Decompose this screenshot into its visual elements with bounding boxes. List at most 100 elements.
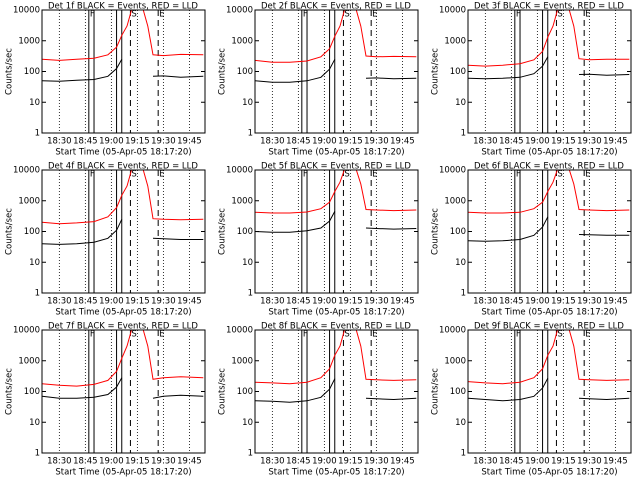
x-tick-label: 19:45 [177,297,202,307]
panel: Det 2f BLACK = Events, RED = LLD Start Ti… [218,2,419,158]
marker-label: E [159,330,164,340]
series-line [255,170,417,214]
marker-label: S [344,330,349,340]
series-line [468,10,630,67]
y-axis-label: Counts/sec [5,368,15,415]
x-tick-label: 19:30 [577,137,602,147]
panel: Det 3f BLACK = Events, RED = LLD Start Ti… [431,2,632,158]
x-tick-label: 19:00 [525,297,550,307]
x-axis-label: Start Time (05-Apr-05 18:17:20) [481,148,617,158]
marker-label: S [344,170,349,180]
series-line [255,330,417,385]
x-tick-label: 18:45 [499,137,524,147]
x-tick-label: 19:00 [525,457,550,467]
y-tick-label: 100 [24,227,40,237]
y-tick-label: 1000 [18,196,40,206]
y-tick-label: 1 [35,129,40,139]
y-tick-label: 1 [461,129,466,139]
series-line [255,378,417,403]
y-tick-label: 10000 [439,6,466,16]
marker-label: S [131,330,136,340]
x-tick-label: 19:30 [364,297,389,307]
x-tick-label: 19:45 [177,137,202,147]
y-tick-label: 1000 [231,196,253,206]
x-tick-label: 18:30 [260,297,285,307]
x-tick-label: 18:30 [473,457,498,467]
series-line [468,330,630,385]
series-line [255,59,417,83]
plot-frame [467,169,632,294]
y-tick-label: 1000 [18,36,40,46]
plot-frame [254,329,419,454]
x-tick-label: 19:45 [603,457,628,467]
y-axis-label: Counts/sec [218,208,228,255]
x-tick-label: 19:30 [151,297,176,307]
plot-frame [467,9,632,134]
panel: Det 5f BLACK = Events, RED = LLD Start Ti… [218,162,419,318]
plot-frame [41,329,206,454]
x-tick-label: 18:30 [47,297,72,307]
x-tick-label: 19:00 [99,137,124,147]
plot-frame [467,329,632,454]
x-tick-label: 18:45 [286,297,311,307]
x-tick-label: 19:45 [603,137,628,147]
x-tick-label: 18:45 [73,297,98,307]
x-tick-label: 19:15 [551,137,576,147]
panel: Det 6f BLACK = Events, RED = LLD Start Ti… [431,162,632,318]
y-axis-label: Counts/sec [218,368,228,415]
x-tick-label: 19:30 [364,137,389,147]
marker-label: F [303,330,308,340]
x-tick-label: 18:30 [47,457,72,467]
y-tick-label: 10 [242,418,253,428]
marker-label: E [372,170,377,180]
plot-frame [41,9,206,134]
y-tick-label: 1000 [444,356,466,366]
y-tick-label: 10000 [13,6,40,16]
x-tick-label: 19:30 [151,137,176,147]
y-tick-label: 1000 [444,196,466,206]
x-tick-label: 19:30 [577,457,602,467]
y-tick-label: 100 [237,67,253,77]
plot-frame [41,169,206,294]
y-tick-label: 10 [455,98,466,108]
marker-label: E [159,10,164,20]
x-tick-label: 19:45 [390,297,415,307]
chart-title: Det 2f BLACK = Events, RED = LLD [261,2,411,12]
y-tick-label: 10 [242,258,253,268]
chart-title: Det 4f BLACK = Events, RED = LLD [48,162,198,172]
x-tick-label: 19:45 [603,297,628,307]
chart-title: Det 8f BLACK = Events, RED = LLD [261,322,411,332]
y-tick-label: 1000 [231,36,253,46]
y-tick-label: 100 [450,387,466,397]
x-tick-label: 19:15 [338,297,363,307]
marker-label: E [372,10,377,20]
x-tick-label: 19:15 [125,297,150,307]
marker-label: E [159,170,164,180]
y-tick-label: 1 [248,449,253,459]
y-tick-label: 10 [242,98,253,108]
y-axis-label: Counts/sec [218,48,228,95]
y-tick-label: 1 [461,449,466,459]
panel: Det 9f BLACK = Events, RED = LLD Start Ti… [431,322,632,478]
x-axis-label: Start Time (05-Apr-05 18:17:20) [55,468,191,478]
x-axis-label: Start Time (05-Apr-05 18:17:20) [268,308,404,318]
y-tick-label: 100 [450,227,466,237]
y-tick-label: 100 [24,387,40,397]
series-line [468,216,630,242]
x-tick-label: 19:00 [312,457,337,467]
plot-frame [254,169,419,294]
x-tick-label: 18:30 [47,137,72,147]
x-tick-label: 19:45 [177,457,202,467]
chart-title: Det 3f BLACK = Events, RED = LLD [474,2,624,12]
y-tick-label: 1000 [231,356,253,366]
panel: Det 4f BLACK = Events, RED = LLD Start Ti… [5,162,206,318]
marker-label: E [585,330,590,340]
chart-title: Det 5f BLACK = Events, RED = LLD [261,162,411,172]
series-line [42,10,204,61]
x-tick-label: 18:45 [286,137,311,147]
series-line [255,10,417,63]
marker-label: S [557,170,562,180]
x-axis-label: Start Time (05-Apr-05 18:17:20) [481,468,617,478]
plot-frame [254,9,419,134]
